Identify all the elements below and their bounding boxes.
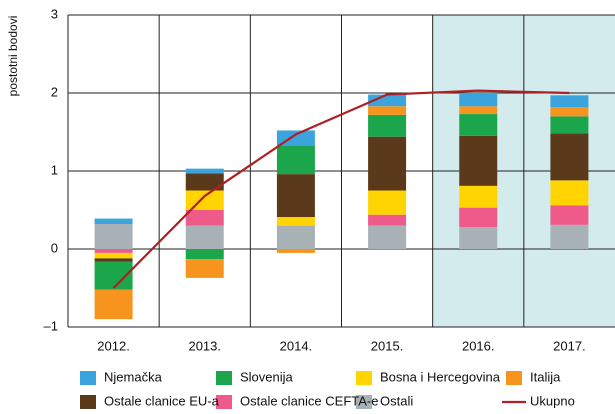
bar-segment (550, 107, 589, 117)
x-tick-label: 2012. (97, 338, 130, 353)
bar-segment (368, 114, 407, 137)
bar-segment (459, 135, 498, 186)
y-axis-label: postotni bodovi (6, 16, 20, 97)
bar-segment (185, 249, 224, 260)
bar-segment (185, 259, 224, 278)
bar-segment (276, 145, 315, 175)
legend-swatch (506, 371, 522, 385)
legend-label: Ukupno (530, 393, 575, 408)
y-tick-label: –1 (44, 318, 58, 333)
x-tick-label: 2015. (371, 338, 404, 353)
bar-segment (459, 93, 498, 107)
bar-segment (550, 133, 589, 181)
legend-label: Njemačka (104, 369, 163, 384)
legend-swatch (356, 371, 372, 385)
x-tick-label: 2013. (188, 338, 221, 353)
bar-segment (94, 218, 133, 225)
x-tick-label: 2014. (280, 338, 313, 353)
bar-segment (276, 225, 315, 249)
legend-label: Italija (530, 369, 561, 384)
bar-segment (459, 207, 498, 228)
bar-segment (459, 227, 498, 249)
bar-segment (550, 116, 589, 134)
y-tick-label: 2 (51, 84, 58, 99)
bar-segment (550, 205, 589, 225)
x-tick-label: 2016. (462, 338, 495, 353)
bar-segment (459, 114, 498, 136)
legend-label: Bosna i Hercegovina (380, 369, 501, 384)
bar-segment (94, 252, 133, 259)
legend-label: Ostale clanice CEFTA-e (240, 393, 378, 408)
y-tick-label: 3 (51, 6, 58, 21)
legend-swatch (80, 371, 96, 385)
legend-label: Ostale clanice EU-a (104, 393, 220, 408)
bar-segment (94, 289, 133, 320)
legend-label: Ostali (380, 393, 413, 408)
bar-segment (185, 225, 224, 249)
legend-swatch (216, 371, 232, 385)
bar-segment (550, 180, 589, 206)
bar-segment (368, 214, 407, 226)
bar-segment (94, 224, 133, 249)
bar-segment (550, 224, 589, 249)
bar-segment (185, 210, 224, 226)
y-tick-label: 0 (51, 240, 58, 255)
y-tick-label: 1 (51, 162, 58, 177)
bar-segment (276, 174, 315, 218)
bar-segment (368, 136, 407, 191)
bar-segment (550, 95, 589, 108)
bar-segment (185, 190, 224, 210)
bar-segment (459, 185, 498, 208)
x-tick-label: 2017. (553, 338, 586, 353)
bar-segment (368, 106, 407, 115)
bar-segment (94, 249, 133, 253)
bar-segment (368, 190, 407, 215)
bar-segment (368, 225, 407, 249)
bar-segment (276, 249, 315, 253)
legend-swatch (356, 395, 372, 409)
bar-segment (185, 168, 224, 174)
legend-label: Slovenija (240, 369, 294, 384)
bar-segment (368, 94, 407, 107)
legend-swatch (80, 395, 96, 409)
bar-segment (185, 173, 224, 191)
legend-swatch (216, 395, 232, 409)
bar-segment (276, 217, 315, 226)
bar-segment (459, 106, 498, 115)
bar-segment (94, 258, 133, 262)
total-line (112, 89, 570, 289)
